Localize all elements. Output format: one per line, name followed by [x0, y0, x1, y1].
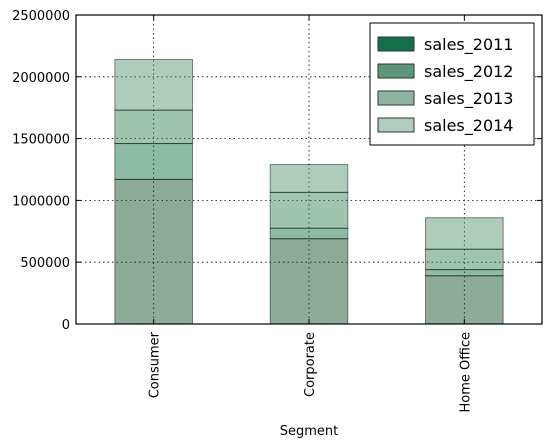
legend-label-sales_2013: sales_2013 [424, 89, 513, 109]
bar-sales_2013-0 [114, 109, 193, 145]
y-tick-label: 2500000 [12, 9, 70, 24]
bar-sales_2013-2 [425, 248, 504, 271]
legend-label-sales_2011: sales_2011 [424, 35, 513, 55]
y-tick-label: 0 [62, 318, 70, 333]
bar-sales_2012-1 [269, 227, 349, 240]
x-tick-label: Consumer [148, 331, 163, 398]
legend-label-sales_2014: sales_2014 [424, 116, 513, 136]
bar-sales_2012-0 [114, 143, 193, 180]
y-tick-label: 500000 [20, 256, 70, 271]
bar-sales_2014-1 [269, 164, 349, 193]
x-tick-label: Corporate [303, 332, 318, 397]
y-tick-label: 1500000 [12, 133, 70, 148]
y-tick-label: 2000000 [12, 71, 70, 86]
bar-sales_2014-2 [425, 217, 504, 250]
bar-sales_2011-1 [269, 238, 349, 325]
legend-swatch-sales_2012 [377, 63, 415, 79]
x-axis-label: Segment [280, 424, 339, 439]
bar-sales_2012-2 [425, 269, 504, 277]
bar-sales_2011-2 [425, 275, 504, 325]
axis-ticks: 0 500000 1000000 1500000 2000000 2500000 Consu… [12, 9, 542, 412]
x-tick-label: Home Office [458, 332, 473, 412]
bar-sales_2011-0 [114, 178, 193, 325]
legend-swatch-sales_2014 [377, 117, 415, 133]
bar-sales_2014-0 [114, 58, 193, 111]
legend-swatch-sales_2011 [377, 36, 415, 52]
legend-swatch-sales_2013 [377, 90, 415, 106]
bars [114, 58, 504, 325]
legend: sales_2011 sales_2012 sales_2013 sales_2014 [369, 22, 535, 146]
y-tick-label: 1000000 [12, 194, 70, 209]
legend-label-sales_2012: sales_2012 [424, 62, 513, 82]
bar-sales_2013-1 [269, 191, 349, 229]
